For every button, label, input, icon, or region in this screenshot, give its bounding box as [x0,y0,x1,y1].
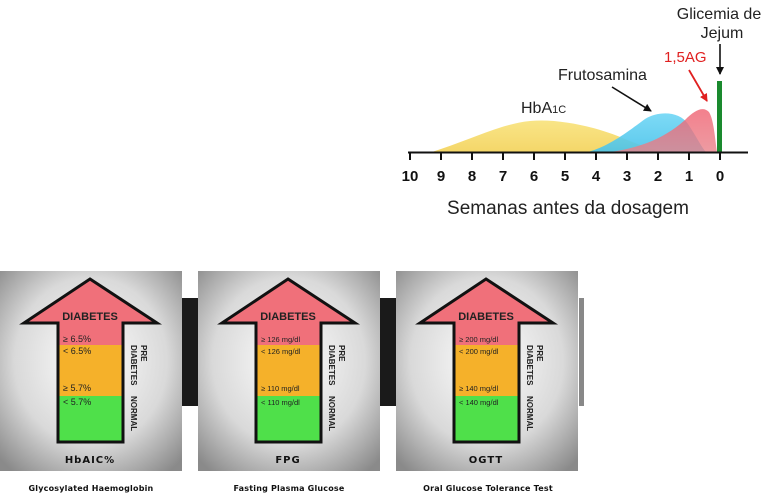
value-mid-top: < 126 mg/dl [261,347,301,356]
x-tick-label: 7 [499,168,507,185]
x-tick-label: 1 [685,168,693,185]
zone-normal [58,396,123,442]
caption-hba1c: Glycosylated Haemoglobin [28,484,154,493]
criteria-panel-hba1c: DIABETES≥ 6.5%< 6.5%≥ 5.7%< 5.7%PREDIABE… [0,271,182,471]
zone-normal [454,396,519,442]
label-frutosamina: Frutosamina [558,67,647,84]
arrow-head-diabetes [420,279,553,345]
side-label-normal: NORMAL [129,396,138,431]
x-axis-tick-labels: 10 9 8 7 6 5 4 3 2 1 0 [402,168,725,185]
x-tick-label: 6 [530,168,538,185]
side-label-normal: NORMAL [525,396,534,431]
side-label-pre: PRE [337,345,346,362]
panel-name: OGTT [469,455,503,466]
side-label-diabetes: DIABETES [327,345,336,386]
side-label-pre: PRE [535,345,544,362]
arrow-header: DIABETES [458,311,514,323]
value-mid-bottom: ≥ 140 mg/dl [459,384,498,393]
zone-prediabetes [256,345,321,396]
criteria-panel-fpg: DIABETES ≥ 126 mg/dl < 126 mg/dl ≥ 110 mg/d… [198,271,380,471]
value-low: < 5.7% [63,397,91,407]
ag-arrow [688,69,708,102]
arrow-outline [415,277,559,444]
arrow-head-diabetes [24,279,157,345]
value-low: < 140 mg/dl [459,398,499,407]
value-low: < 110 mg/dl [261,398,300,407]
separator-bar-1 [180,298,198,406]
x-tick-label: 5 [561,168,569,185]
side-label-diabetes: DIABETES [525,345,534,386]
x-axis-label: Semanas antes da dosagem [447,198,689,219]
arrow-outline [19,277,163,444]
x-axis-ticks [409,152,721,160]
value-mid-top: < 6.5% [63,346,91,356]
x-tick-label: 9 [437,168,445,185]
value-high: ≥ 6.5% [63,334,91,344]
value-mid-top: < 200 mg/dl [459,347,499,356]
x-tick-label: 3 [623,168,631,185]
label-ag: 1,5AG [664,49,707,66]
caption-ogtt: Oral Glucose Tolerance Test [423,484,553,493]
glicemia-bar [717,81,722,152]
panel-name: HbAIC% [65,455,115,466]
side-label-diabetes: DIABETES [129,345,138,386]
x-tick-label: 8 [468,168,476,185]
frutosamina-arrow [611,86,652,112]
arrow-outline [217,277,361,444]
caption-fpg: Fasting Plasma Glucose [233,484,345,493]
value-mid-bottom: ≥ 5.7% [63,383,91,393]
separator-bar-2 [378,298,396,406]
separator-bar-3 [579,298,584,406]
zone-prediabetes [454,345,519,396]
value-high: ≥ 126 mg/dl [261,335,300,344]
x-tick-label: 0 [716,168,724,185]
x-tick-label: 10 [402,168,419,185]
ag-curve [610,109,717,152]
timeline-chart: 10 9 8 7 6 5 4 3 2 1 0 Semanas antes da dosagem Hb… [402,6,762,219]
zone-normal [256,396,321,442]
arrow-header: DIABETES [62,311,118,323]
panel-name: FPG [275,455,300,466]
side-label-pre: PRE [139,345,148,362]
x-tick-label: 4 [592,168,601,185]
value-high: ≥ 200 mg/dl [459,335,498,344]
arrow-header: DIABETES [260,311,316,323]
x-tick-label: 2 [654,168,662,185]
criteria-panel-ogtt: DIABETES ≥ 200 mg/dl < 200 mg/dl ≥ 140 mg/d… [396,271,578,471]
zone-prediabetes [58,345,123,396]
label-hba1c: HbA1C [521,100,566,117]
value-mid-bottom: ≥ 110 mg/dl [261,384,300,393]
label-glicemia-line1: Glicemia de [677,6,762,23]
arrow-head-diabetes [222,279,355,345]
side-label-normal: NORMAL [327,396,336,431]
label-glicemia-line2: Jejum [701,25,744,42]
